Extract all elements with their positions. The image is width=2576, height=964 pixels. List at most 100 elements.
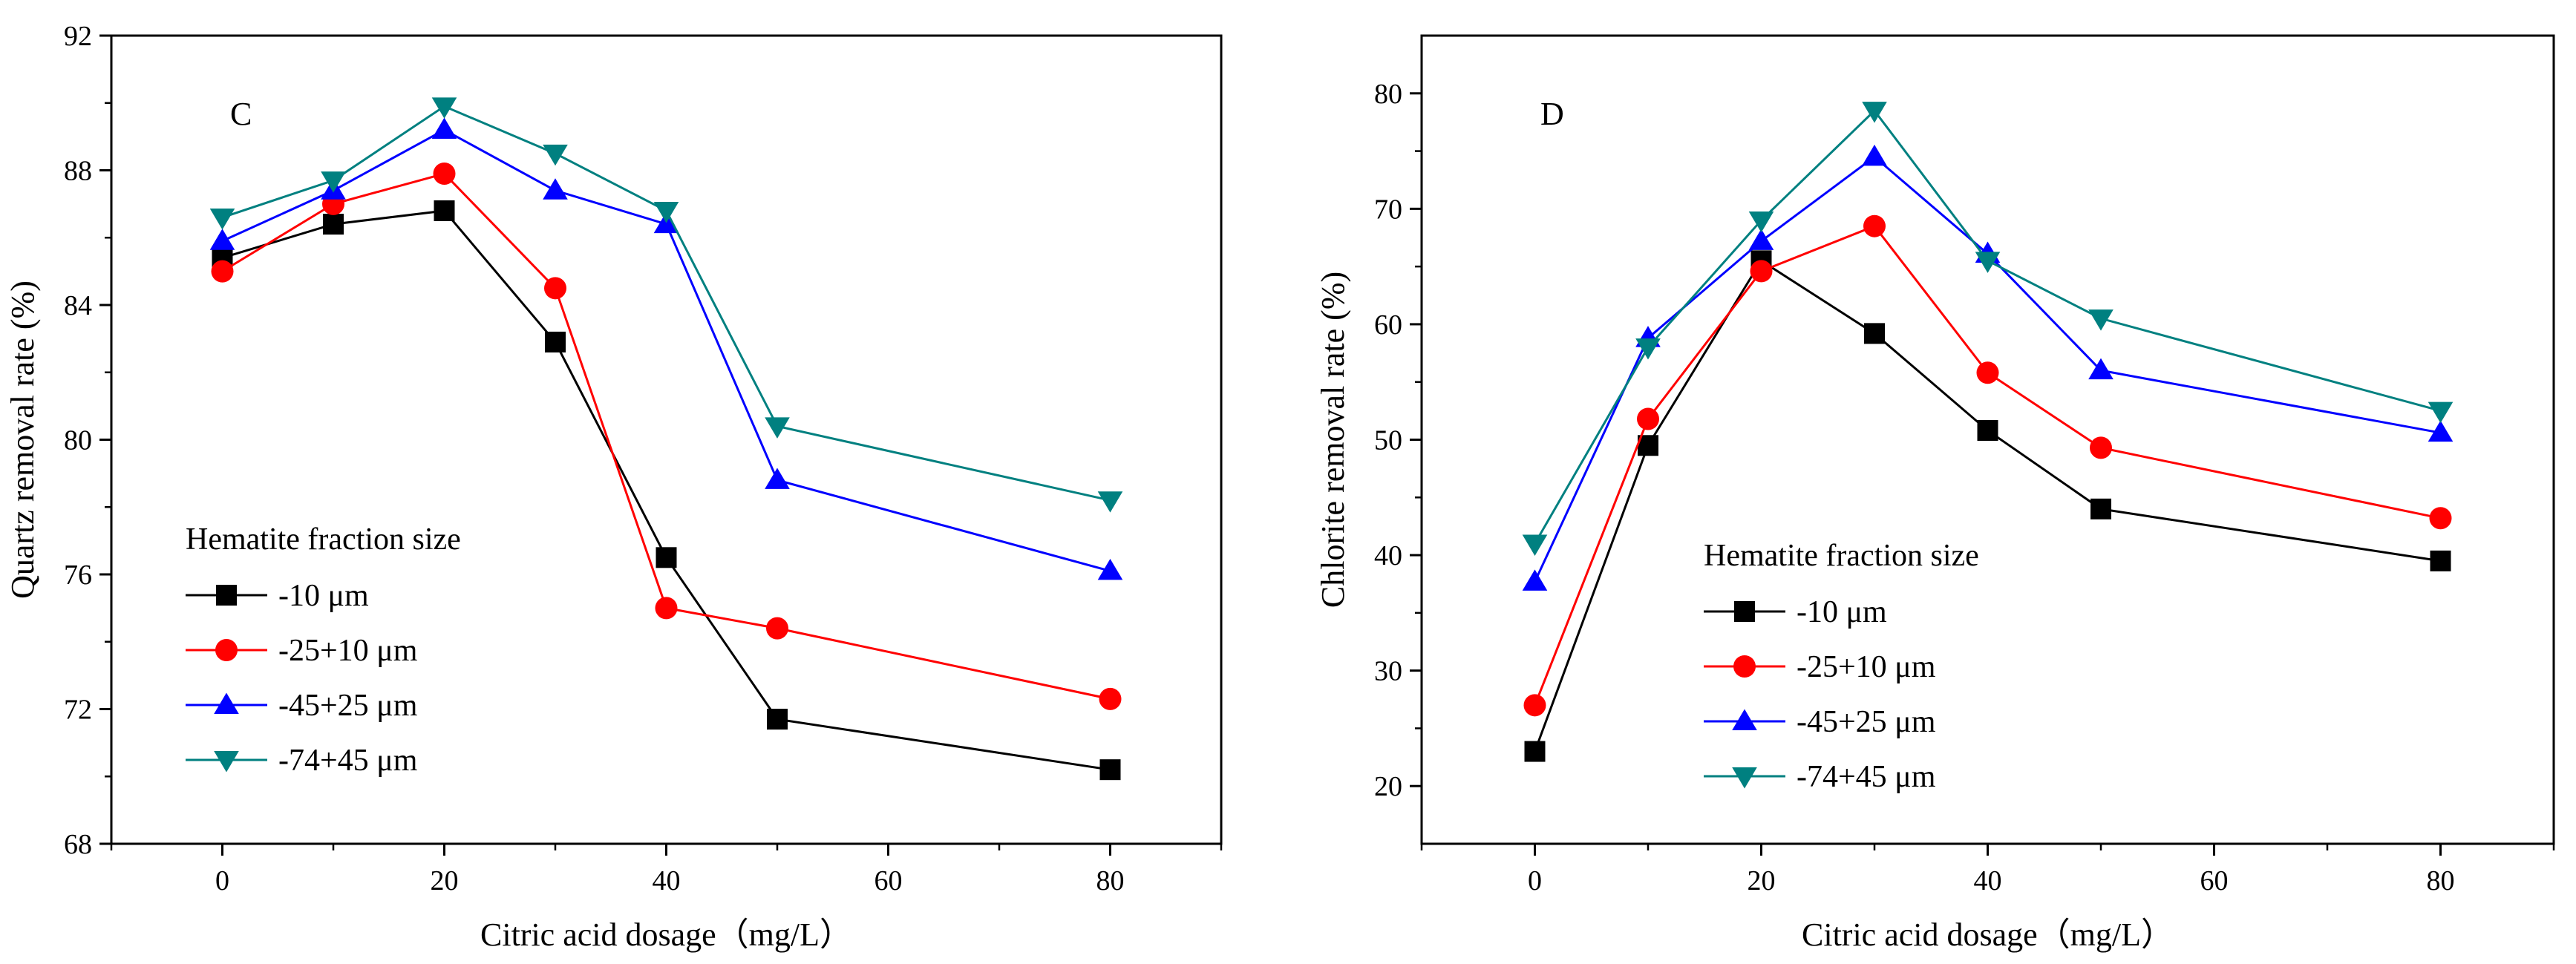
data-point bbox=[1524, 741, 1546, 762]
data-point bbox=[323, 214, 344, 235]
legend-label: -10 μm bbox=[278, 579, 369, 613]
data-point bbox=[2088, 358, 2114, 380]
y-axis-label: Quartz removal rate (%) bbox=[4, 281, 41, 599]
data-point bbox=[765, 468, 790, 489]
data-point bbox=[431, 97, 457, 119]
data-point bbox=[1975, 252, 2001, 273]
x-tick-label: 80 bbox=[1096, 865, 1125, 896]
legend-marker bbox=[214, 692, 239, 714]
legend: Hematite fraction size -10 μm -25+10 μm -45… bbox=[186, 522, 461, 778]
y-tick-label: 92 bbox=[64, 21, 92, 52]
data-point bbox=[1097, 491, 1123, 513]
data-point bbox=[1977, 420, 1998, 442]
legend-marker bbox=[214, 751, 239, 773]
series-10-m bbox=[1524, 250, 2451, 762]
data-point bbox=[209, 229, 235, 250]
data-point bbox=[1637, 407, 1659, 430]
panel-d: 0 20 40 60 80 20 30 40 50 60 70 80 Citric acid dosag… bbox=[1315, 34, 2555, 953]
y-tick-label: 60 bbox=[1374, 309, 1402, 341]
y-axis-label: Chlorite removal rate (%) bbox=[1315, 272, 1351, 608]
legend-marker bbox=[216, 585, 237, 606]
legend-title: Hematite fraction size bbox=[186, 522, 461, 557]
data-point bbox=[1748, 211, 1774, 233]
data-point bbox=[653, 201, 679, 223]
x-tick-label: 0 bbox=[215, 865, 229, 896]
x-tick-label: 0 bbox=[1528, 865, 1542, 896]
x-tick-label: 20 bbox=[431, 865, 459, 896]
series-74-45-m bbox=[1522, 102, 2454, 557]
y-tick-label: 68 bbox=[64, 829, 92, 860]
data-point bbox=[321, 171, 346, 193]
data-point bbox=[1864, 323, 1885, 344]
data-point bbox=[2428, 420, 2454, 442]
series-line bbox=[221, 172, 1111, 701]
series-line bbox=[221, 128, 1111, 572]
legend-label: -25+10 μm bbox=[278, 634, 418, 668]
data-point bbox=[434, 200, 455, 221]
series-25-10-m bbox=[1523, 214, 2452, 717]
data-point bbox=[431, 117, 457, 140]
legend-title: Hematite fraction size bbox=[1704, 539, 1979, 573]
series-line bbox=[222, 209, 1111, 771]
panel-label: D bbox=[1540, 96, 1564, 132]
y-tick-label: 50 bbox=[1374, 425, 1402, 456]
panel-label: C bbox=[230, 96, 252, 132]
legend-label: -45+25 μm bbox=[278, 689, 418, 723]
data-point bbox=[767, 709, 788, 730]
data-point bbox=[1862, 102, 1887, 123]
data-point bbox=[656, 547, 677, 568]
x-axis-label: Citric acid dosage（mg/L） bbox=[480, 917, 852, 953]
x-tick-label: 60 bbox=[875, 865, 903, 896]
y-tick-label: 76 bbox=[64, 560, 92, 591]
y-tick-label: 80 bbox=[64, 425, 92, 456]
data-point bbox=[1522, 569, 1548, 591]
data-point bbox=[1099, 687, 1122, 710]
data-point bbox=[1750, 260, 1773, 283]
x-tick-label: 40 bbox=[653, 865, 681, 896]
legend-label: -25+10 μm bbox=[1797, 650, 1936, 684]
series-10-m bbox=[212, 200, 1121, 781]
data-point bbox=[1097, 558, 1123, 580]
legend-marker bbox=[1732, 709, 1757, 730]
x-tick-label: 60 bbox=[2200, 865, 2229, 896]
data-point bbox=[1863, 214, 1886, 237]
legend-marker bbox=[1734, 601, 1755, 622]
data-point bbox=[2429, 507, 2452, 530]
series-25-10-m bbox=[211, 163, 1122, 710]
data-point bbox=[211, 260, 234, 283]
data-point bbox=[1862, 144, 1887, 166]
data-point bbox=[2088, 309, 2114, 331]
legend-label: -45+25 μm bbox=[1797, 705, 1936, 739]
x-axis-label: Citric acid dosage（mg/L） bbox=[1802, 917, 2174, 953]
data-point bbox=[433, 163, 456, 186]
series-45-25-m bbox=[209, 117, 1123, 580]
y-tick-label: 40 bbox=[1374, 540, 1402, 571]
legend-label: -10 μm bbox=[1797, 595, 1887, 629]
data-point bbox=[209, 209, 235, 230]
legend-marker bbox=[215, 639, 238, 661]
series-line bbox=[1534, 259, 2441, 752]
data-point bbox=[655, 597, 678, 620]
x-tick-label: 80 bbox=[2427, 865, 2455, 896]
legend-label: -74+45 μm bbox=[1797, 760, 1936, 794]
data-point bbox=[1635, 338, 1661, 360]
data-point bbox=[2428, 401, 2454, 424]
x-tick-label: 40 bbox=[1974, 865, 2002, 896]
data-point bbox=[544, 277, 566, 300]
data-point bbox=[543, 178, 568, 200]
x-tick-label: 20 bbox=[1748, 865, 1776, 896]
panel-c: 0 20 40 60 80 68 72 76 80 84 88 92 Citric acid dosag… bbox=[4, 21, 1223, 953]
data-point bbox=[543, 144, 568, 166]
y-tick-label: 72 bbox=[64, 695, 92, 726]
data-point bbox=[1748, 229, 1774, 250]
data-point bbox=[2090, 498, 2111, 519]
y-tick-label: 88 bbox=[64, 156, 92, 187]
data-point bbox=[545, 331, 566, 353]
legend-marker bbox=[1732, 767, 1757, 789]
y-tick-label: 84 bbox=[64, 290, 92, 321]
series-line bbox=[1534, 224, 2441, 706]
data-point bbox=[1522, 534, 1548, 557]
series-line bbox=[1534, 108, 2441, 545]
y-tick-label: 20 bbox=[1374, 771, 1402, 802]
